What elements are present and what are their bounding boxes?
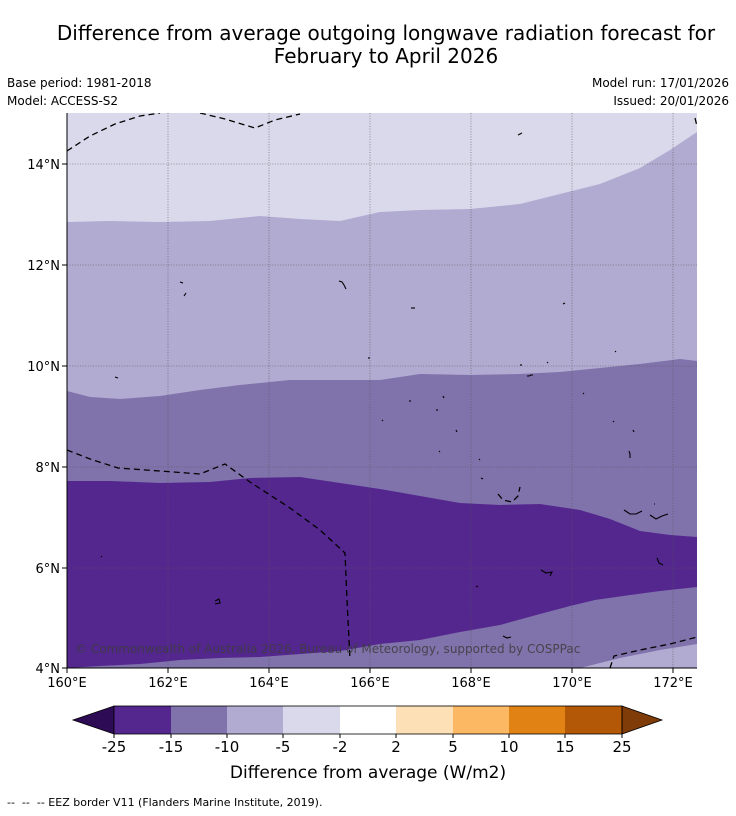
lon-label-168: 168°E (451, 676, 491, 691)
band-minus15 (67, 477, 697, 668)
islands (100, 132, 669, 639)
colorbar-title: Difference from average (W/m2) (230, 763, 506, 783)
lon-label-166: 166°E (350, 676, 390, 691)
colorbar-segment-9 (565, 706, 622, 734)
colorbar-low-extension (71, 705, 115, 735)
colorbar-tick-label: 25 (612, 738, 631, 756)
lat-label-14: 14°N (27, 158, 60, 173)
lon-label-164: 164°E (249, 676, 289, 691)
map-area (67, 113, 697, 668)
grid-lines (67, 113, 697, 668)
model-name: Model: ACCESS-S2 (7, 94, 119, 108)
colorbar-segment-3 (227, 706, 283, 734)
lat-label-12: 12°N (27, 259, 60, 274)
colorbar-segment-6 (396, 706, 453, 734)
copyright-text: © Commonwealth of Australia 2026, Bureau… (75, 642, 580, 656)
colorbar-segment-7 (453, 706, 509, 734)
colorbar-segment-1 (114, 706, 171, 734)
lat-label-8: 8°N (36, 461, 61, 476)
issued-date: Issued: 20/01/2026 (613, 94, 729, 108)
colorbar-tick-label: -15 (159, 738, 184, 756)
meta-left: Base period: 1981-2018 Model: ACCESS-S2 (7, 74, 152, 110)
model-run: Model run: 17/01/2026 (591, 76, 729, 90)
tick-marks (62, 163, 674, 673)
title-line-1: Difference from average outgoing longwav… (56, 21, 716, 45)
colorbar-tick-label: -10 (215, 738, 240, 756)
colorbar-tick-label: 15 (555, 738, 574, 756)
colorbar-tick-label: -5 (276, 738, 291, 756)
lat-label-10: 10°N (27, 360, 60, 375)
base-period: Base period: 1981-2018 (7, 76, 152, 90)
colorbar-tick-label: -2 (333, 738, 348, 756)
colorbar-segment-2 (171, 706, 227, 734)
colorbar: -25 -15 -10 -5 -2 2 5 10 15 25 Differenc… (71, 705, 664, 783)
colorbar-ticks (113, 734, 623, 738)
colorbar-segment-5 (340, 706, 396, 734)
colorbar-segment-4 (283, 706, 340, 734)
colorbar-tick-label: 2 (391, 738, 401, 756)
lon-label-160: 160°E (47, 676, 87, 691)
colorbar-tick-label: 10 (499, 738, 518, 756)
colorbar-segment-8 (509, 706, 565, 734)
eez-footnote: -- -- -- EEZ border V11 (Flanders Marine… (7, 796, 323, 809)
title-line-2: February to April 2026 (273, 44, 499, 68)
meta-right: Model run: 17/01/2026 Issued: 20/01/2026 (592, 74, 729, 110)
lat-label-4: 4°N (36, 662, 61, 677)
chart-title: Difference from average outgoing longwav… (30, 22, 736, 68)
lat-label-6: 6°N (36, 562, 61, 577)
colorbar-high-extension (621, 705, 664, 735)
lon-label-172: 172°E (653, 676, 693, 691)
eez-borders (67, 113, 697, 668)
lon-label-162: 162°E (148, 676, 188, 691)
band-minus5-southeast (580, 644, 697, 668)
colorbar-frame (113, 705, 623, 735)
colorbar-tick-label: -25 (102, 738, 127, 756)
lon-label-170: 170°E (552, 676, 592, 691)
colorbar-tick-label: 5 (448, 738, 458, 756)
